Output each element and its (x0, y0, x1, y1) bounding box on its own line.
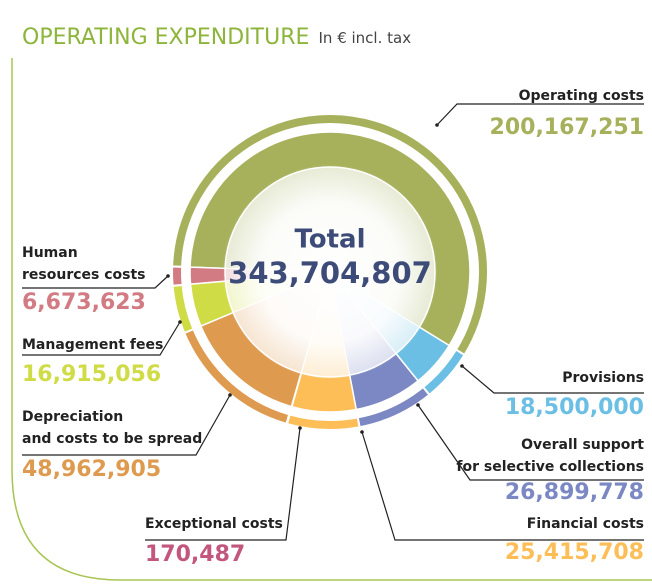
frame (11, 58, 652, 581)
slice-outer (171, 283, 195, 335)
leader-line (22, 275, 169, 289)
category-label-line: Depreciation (22, 409, 123, 425)
slice-outer (171, 265, 184, 287)
leader-end (435, 123, 439, 127)
leader-end (460, 364, 464, 368)
category-label-line: and costs to be spread (22, 431, 202, 447)
value-label: 16,915,056 (22, 362, 161, 387)
slice-outer (285, 413, 361, 431)
category-label: Management fees (22, 337, 163, 353)
category-label-line: Financial costs (527, 516, 644, 532)
leader-end (416, 403, 420, 407)
value-label: 48,962,905 (22, 457, 161, 482)
category-label-line: Human (22, 245, 78, 261)
category-label-line: Operating costs (519, 88, 644, 104)
value-label: 200,167,251 (490, 115, 644, 140)
value-label: 6,673,623 (22, 290, 146, 315)
center-total: 343,704,807 (228, 256, 432, 290)
leader-line (145, 427, 301, 541)
leader-line (22, 321, 181, 356)
leader-end (178, 320, 182, 324)
slice (189, 266, 227, 285)
leader-line (22, 394, 231, 456)
category-label-line: Exceptional costs (145, 516, 283, 532)
leader-line (461, 365, 644, 394)
leader-end (166, 274, 170, 278)
leader-line (417, 404, 644, 481)
value-label: 25,415,708 (505, 540, 644, 565)
category-label: Operating costs (519, 88, 644, 104)
category-label-line: resources costs (22, 267, 146, 283)
chart-title: OPERATING EXPENDITURE (22, 25, 309, 50)
value-label: 26,899,778 (505, 480, 644, 505)
category-label: Depreciation and costs to be spread (22, 409, 202, 447)
value-label: 18,500,000 (505, 395, 644, 420)
leader-end (360, 430, 364, 434)
category-label: Financial costs (527, 516, 644, 532)
leader-line (436, 103, 644, 126)
center-glow (222, 164, 438, 380)
center-title: Total (294, 225, 365, 255)
category-label-line: Management fees (22, 337, 163, 353)
category-label: Overall support for selective collections (456, 437, 644, 475)
leader-line (361, 431, 644, 541)
value-label: 170,487 (145, 542, 245, 567)
category-label-line: Provisions (562, 370, 644, 386)
category-label: Provisions (562, 370, 644, 386)
leader-end (228, 393, 232, 397)
category-label-line: for selective collections (456, 459, 644, 475)
category-label: Human resources costs (22, 245, 146, 283)
title-line: OPERATING EXPENDITURE In € incl. tax (22, 25, 411, 50)
category-label: Exceptional costs (145, 516, 283, 532)
category-label-line: Overall support (521, 437, 644, 453)
leader-end (298, 426, 302, 430)
chart-subtitle: In € incl. tax (319, 29, 412, 47)
